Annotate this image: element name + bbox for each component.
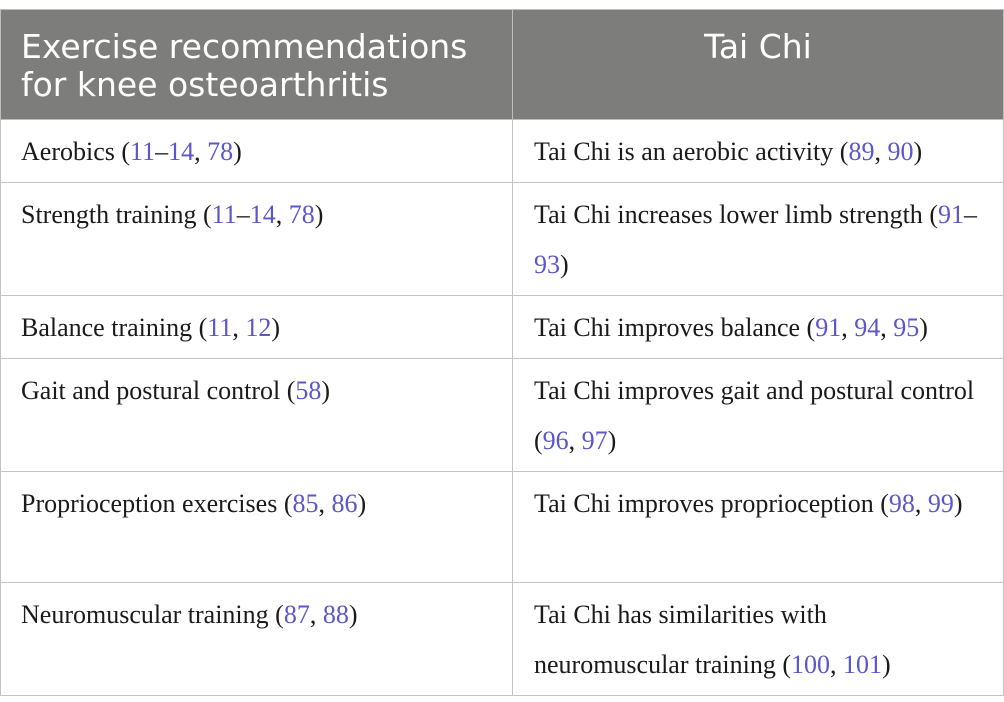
citation-close-paren: ) (560, 250, 569, 279)
citation-link[interactable]: 90 (887, 137, 914, 166)
citation-separator: – (155, 137, 169, 166)
exercise-cell: Balance training (11, 12) (0, 295, 513, 359)
citation-link[interactable]: 14 (249, 200, 276, 229)
exercise-cell: Strength training (11–14, 78) (0, 182, 513, 296)
header-exercise-recommendations: Exercise recommendations for knee osteoa… (0, 9, 513, 120)
citation-separator: , (318, 489, 332, 518)
citation-close-paren: ) (953, 489, 963, 518)
citation-separator: , (275, 200, 289, 229)
citation-close-paren: ) (357, 489, 367, 518)
table-row: Aerobics (11–14, 78) Tai Chi is an aerobi… (0, 119, 1004, 183)
citation-close-paren: ) (314, 200, 324, 229)
citation-link[interactable]: 91 (815, 313, 842, 342)
cell-text: Gait and postural control (21, 376, 287, 405)
table-row: Balance training (11, 12) Tai Chi improve… (0, 295, 1004, 359)
table-row: Proprioception exercises (85, 86) Tai Chi… (0, 471, 1004, 583)
tai-chi-cell: Tai Chi improves balance (91, 94, 95) (512, 295, 1004, 359)
citation-separator: , (841, 313, 855, 342)
cell-text: Tai Chi improves proprioception (534, 489, 881, 518)
citation-link[interactable]: 94 (854, 313, 881, 342)
citation-close-paren: ) (321, 376, 331, 405)
citation-separator: – (963, 200, 977, 229)
citation-link[interactable]: 99 (927, 489, 954, 518)
citation-link[interactable]: 93 (534, 250, 560, 279)
cell-text: Tai Chi improves balance (534, 313, 807, 342)
citation-link[interactable]: 78 (207, 137, 234, 166)
citation-link[interactable]: 11 (130, 137, 156, 166)
cell-text: Tai Chi is an aerobic activity (534, 137, 840, 166)
citation-link[interactable]: 58 (295, 376, 322, 405)
citation-open-paren: ( (283, 489, 293, 518)
citation-separator: , (194, 137, 208, 166)
citation-close-paren: ) (233, 137, 242, 166)
citation-link[interactable]: 87 (283, 600, 310, 629)
citation-open-paren: ( (198, 313, 208, 342)
cell-text: Strength training (21, 200, 203, 229)
citation-link[interactable]: 89 (848, 137, 875, 166)
citation-link[interactable]: 88 (322, 600, 349, 629)
citation-close-paren: ) (607, 426, 617, 455)
citation-link[interactable]: 85 (292, 489, 319, 518)
citation-link[interactable]: 86 (331, 489, 358, 518)
citation-link[interactable]: 96 (542, 426, 569, 455)
citation-open-paren: ( (286, 376, 296, 405)
cell-text: Tai Chi increases lower limb strength (534, 200, 930, 229)
citation-close-paren: ) (919, 313, 928, 342)
table-row: Gait and postural control (58) Tai Chi im… (0, 358, 1004, 472)
cell-text: Proprioception exercises (21, 489, 284, 518)
citation-link[interactable]: 11 (211, 200, 237, 229)
cell-text: Neuromuscular training (21, 600, 276, 629)
tai-chi-cell: Tai Chi has similarities with neuromuscu… (512, 582, 1004, 696)
citation-open-paren: ( (806, 313, 816, 342)
header-tai-chi: Tai Chi (512, 9, 1004, 120)
citation-open-paren: ( (782, 650, 792, 679)
exercise-cell: Neuromuscular training (87, 88) (0, 582, 513, 696)
tai-chi-cell: Tai Chi increases lower limb strength (9… (512, 182, 1004, 296)
exercise-cell: Gait and postural control (58) (0, 358, 513, 472)
citation-open-paren: ( (275, 600, 284, 629)
tai-chi-cell: Tai Chi improves gait and postural contr… (512, 358, 1004, 472)
citation-open-paren: ( (839, 137, 849, 166)
cell-text: Tai Chi has similarities with neuromuscu… (534, 600, 827, 679)
citation-link[interactable]: 12 (245, 313, 272, 342)
citation-open-paren: ( (121, 137, 131, 166)
cell-text: Balance training (21, 313, 199, 342)
citation-link[interactable]: 97 (581, 426, 608, 455)
citation-separator: , (309, 600, 323, 629)
citation-close-paren: ) (348, 600, 358, 629)
citation-open-paren: ( (202, 200, 212, 229)
citation-link[interactable]: 95 (893, 313, 920, 342)
table-row: Neuromuscular training (87, 88) Tai Chi h… (0, 582, 1004, 696)
citation-separator: , (874, 137, 888, 166)
cell-text: Tai Chi improves gait and postural contr… (534, 376, 975, 405)
citation-separator: , (914, 489, 928, 518)
citation-link[interactable]: 11 (207, 313, 233, 342)
citation-open-paren: ( (534, 426, 543, 455)
table-header-row: Exercise recommendations for knee osteoa… (0, 9, 1004, 120)
cell-text: Aerobics (21, 137, 122, 166)
citation-open-paren: ( (929, 200, 938, 229)
citation-close-paren: ) (271, 313, 280, 342)
citation-separator: , (568, 426, 582, 455)
citation-open-paren: ( (880, 489, 889, 518)
exercise-cell: Aerobics (11–14, 78) (0, 119, 513, 183)
citation-link[interactable]: 91 (937, 200, 964, 229)
citation-close-paren: ) (882, 650, 891, 679)
citation-close-paren: ) (913, 137, 923, 166)
tai-chi-cell: Tai Chi improves proprioception (98, 99) (512, 471, 1004, 583)
tai-chi-cell: Tai Chi is an aerobic activity (89, 90) (512, 119, 1004, 183)
citation-link[interactable]: 101 (843, 650, 883, 679)
citation-link[interactable]: 14 (168, 137, 195, 166)
citation-separator: , (830, 650, 844, 679)
table-row: Strength training (11–14, 78) Tai Chi inc… (0, 182, 1004, 296)
citation-link[interactable]: 98 (888, 489, 915, 518)
citation-separator: – (236, 200, 250, 229)
exercise-recommendations-table: Exercise recommendations for knee osteoa… (0, 9, 1004, 696)
citation-link[interactable]: 78 (288, 200, 315, 229)
citation-separator: , (880, 313, 894, 342)
citation-separator: , (232, 313, 246, 342)
citation-link[interactable]: 100 (791, 650, 831, 679)
exercise-cell: Proprioception exercises (85, 86) (0, 471, 513, 583)
